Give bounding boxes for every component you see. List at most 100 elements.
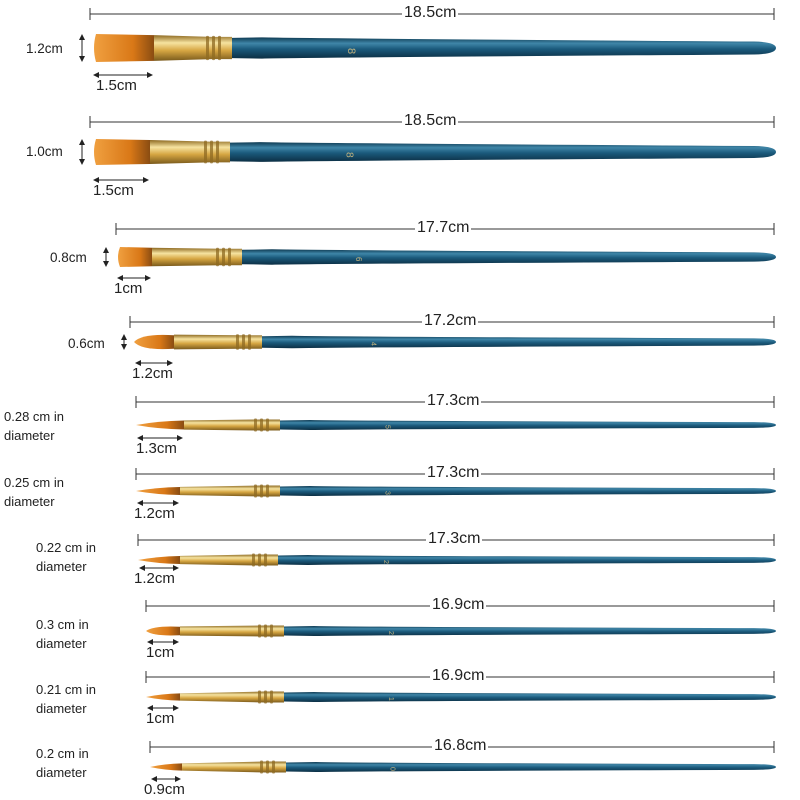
ferrule-crimp — [210, 140, 213, 164]
width-label: 1.0cm — [26, 144, 63, 159]
handle-number: 0 — [388, 767, 395, 771]
ferrule-crimp — [212, 35, 215, 61]
tip-length-label: 1cm — [114, 280, 143, 297]
length-label: 17.3cm — [426, 530, 483, 547]
handle-number: 5 — [384, 425, 391, 429]
ferrule-crimp — [254, 484, 257, 498]
brush-handle — [242, 249, 776, 265]
brush-handle — [280, 420, 776, 430]
brush-bristles — [94, 139, 150, 165]
tip-length-label: 1cm — [146, 710, 175, 727]
diameter-label: 0.22 cm in diameter — [36, 540, 96, 574]
tip-length-label: 1.2cm — [134, 570, 175, 587]
brush-bristles — [146, 626, 180, 636]
length-label: 16.8cm — [432, 737, 489, 754]
handle-number: 2 — [387, 631, 394, 635]
brush-bristles — [146, 693, 180, 701]
tip-length-label: 1.2cm — [132, 365, 173, 382]
brush-handle — [278, 555, 776, 565]
ferrule-crimp — [266, 418, 269, 432]
ferrule-crimp — [260, 418, 263, 432]
brush-ferrule — [174, 334, 262, 350]
diameter-label: 0.21 cm in diameter — [36, 682, 96, 716]
diameter-label: 0.3 cm in diameter — [36, 617, 89, 651]
ferrule-crimp — [264, 624, 267, 638]
handle-number: 3 — [384, 491, 391, 495]
brush-ferrule — [182, 761, 286, 773]
length-label: 18.5cm — [402, 4, 459, 21]
handle-number: 4 — [370, 342, 377, 346]
brush-6: 3 — [135, 468, 776, 506]
ferrule-crimp — [258, 624, 261, 638]
ferrule-crimp — [266, 760, 269, 774]
handle-number: 8 — [344, 152, 355, 158]
width-label: 0.6cm — [68, 336, 105, 351]
brush-8: 2 — [145, 600, 776, 645]
brush-handle — [262, 335, 776, 349]
tip-length-label: 1cm — [146, 644, 175, 661]
ferrule-crimp — [260, 484, 263, 498]
ferrule-crimp — [270, 690, 273, 704]
brush-5: 5 — [135, 396, 776, 441]
handle-number: 8 — [345, 48, 357, 54]
diameter-label: 0.25 cm in diameter — [4, 475, 64, 509]
ferrule-crimp — [264, 553, 267, 567]
ferrule-crimp — [218, 35, 221, 61]
length-label: 16.9cm — [430, 667, 487, 684]
ferrule-crimp — [258, 553, 261, 567]
ferrule-crimp — [254, 418, 257, 432]
length-label: 17.3cm — [425, 392, 482, 409]
ferrule-crimp — [204, 140, 207, 164]
width-label: 0.8cm — [50, 250, 87, 265]
tip-length-label: 1.2cm — [134, 505, 175, 522]
ferrule-crimp — [258, 690, 261, 704]
width-label: 1.2cm — [26, 41, 63, 56]
handle-number: 2 — [382, 560, 389, 564]
tip-length-label: 1.5cm — [93, 182, 134, 199]
brush-bristles — [118, 247, 152, 267]
brush-ferrule — [180, 625, 284, 637]
length-label: 18.5cm — [402, 112, 459, 129]
ferrule-crimp — [206, 35, 209, 61]
brush-bristles — [150, 763, 182, 771]
tip-length-label: 0.9cm — [144, 781, 185, 798]
ferrule-crimp — [252, 553, 255, 567]
ferrule-crimp — [236, 334, 239, 350]
diameter-label: 0.2 cm in diameter — [36, 746, 89, 780]
brush-bristles — [94, 34, 154, 62]
brush-bristles — [138, 555, 180, 565]
brush-handle — [284, 692, 776, 702]
brush-7: 2 — [137, 534, 776, 571]
brush-handle — [232, 37, 776, 59]
length-label: 16.9cm — [430, 596, 487, 613]
length-label: 17.3cm — [425, 464, 482, 481]
ferrule-crimp — [228, 247, 231, 267]
ferrule-crimp — [270, 624, 273, 638]
ferrule-crimp — [248, 334, 251, 350]
brush-ferrule — [184, 419, 280, 431]
brush-3: 6 — [103, 223, 776, 281]
brush-handle — [230, 142, 776, 162]
ferrule-crimp — [242, 334, 245, 350]
ferrule-crimp — [272, 760, 275, 774]
ferrule-crimp — [260, 760, 263, 774]
brush-bristles — [134, 334, 174, 350]
brush-4: 4 — [121, 316, 776, 366]
brush-bristles — [136, 420, 184, 430]
brush-handle — [286, 762, 776, 772]
diameter-label: 0.28 cm in diameter — [4, 409, 64, 443]
length-label: 17.2cm — [422, 312, 479, 329]
brush-handle — [280, 486, 776, 496]
ferrule-crimp — [216, 140, 219, 164]
handle-number: 1 — [387, 697, 394, 701]
tip-length-label: 1.3cm — [136, 440, 177, 457]
brush-1: 8 — [79, 8, 776, 78]
ferrule-crimp — [216, 247, 219, 267]
brush-ferrule — [180, 691, 284, 703]
ferrule-crimp — [266, 484, 269, 498]
ferrule-crimp — [222, 247, 225, 267]
handle-number: 6 — [354, 257, 363, 262]
brush-ferrule — [152, 247, 242, 267]
brush-handle — [284, 626, 776, 636]
